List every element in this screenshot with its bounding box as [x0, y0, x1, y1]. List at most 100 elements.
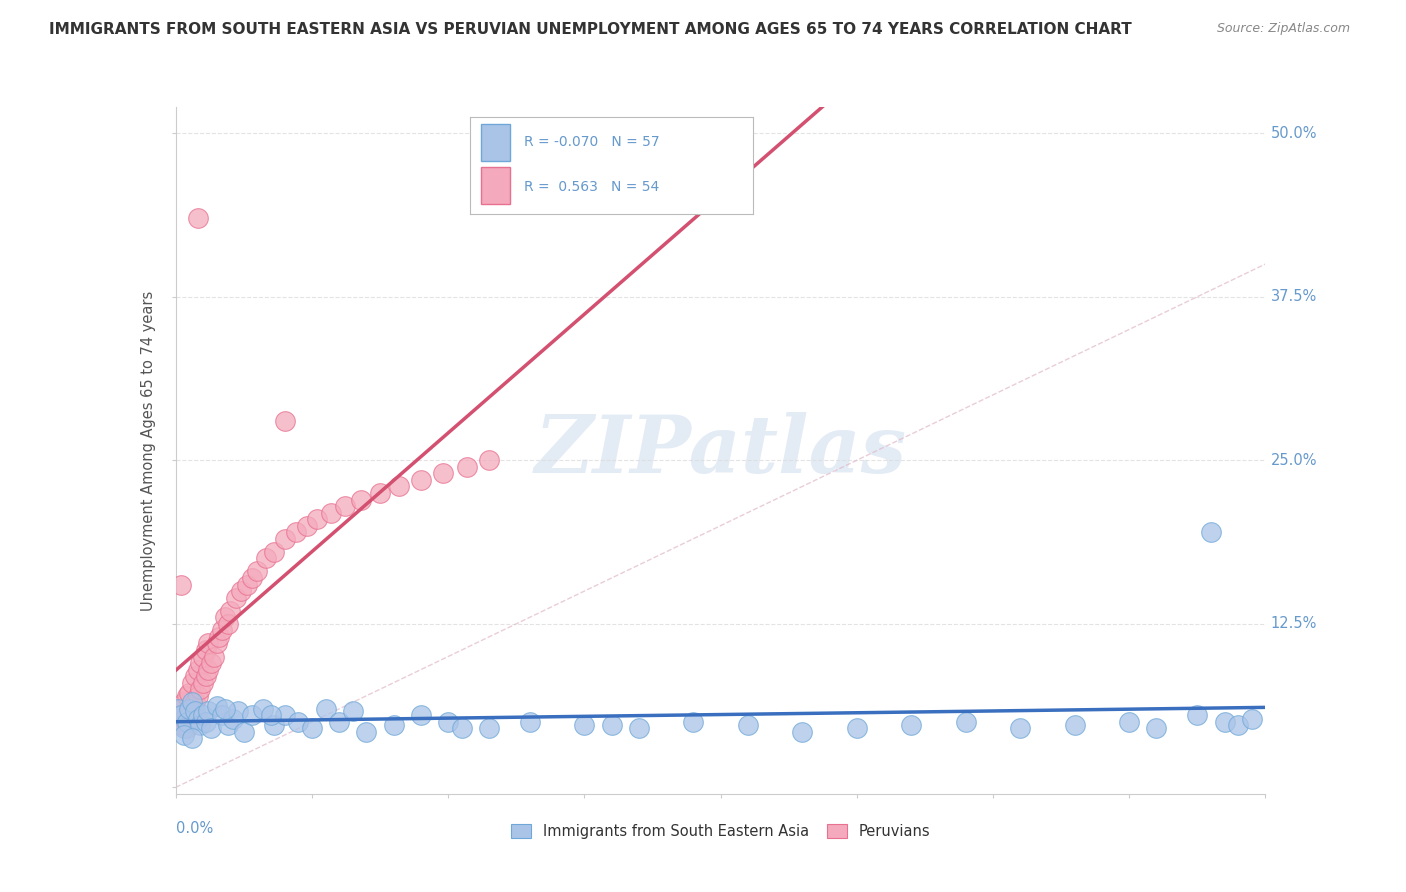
Point [315, 702, 337, 716]
Point [368, 486, 391, 500]
Point [1118, 714, 1140, 729]
Point [737, 717, 759, 731]
Point [214, 610, 236, 624]
Point [295, 518, 318, 533]
Point [194, 714, 217, 729]
Point [197, 663, 219, 677]
Text: 25.0%: 25.0% [1271, 453, 1317, 467]
Point [176, 722, 198, 736]
Point [845, 722, 868, 736]
Point [307, 512, 329, 526]
Point [900, 717, 922, 731]
Point [409, 708, 432, 723]
Point [179, 702, 201, 716]
Point [235, 577, 257, 591]
Point [254, 551, 277, 566]
Point [437, 714, 460, 729]
Point [456, 459, 478, 474]
Point [600, 717, 623, 731]
Point [382, 717, 405, 731]
Point [181, 695, 204, 709]
Point [222, 712, 245, 726]
Point [179, 686, 201, 700]
Point [176, 714, 198, 729]
Point [186, 712, 209, 726]
Point [170, 577, 193, 591]
Text: 0.0%: 0.0% [176, 822, 212, 837]
Point [186, 211, 209, 226]
Point [188, 682, 211, 697]
Point [170, 708, 193, 723]
Point [284, 525, 307, 540]
Point [170, 702, 193, 716]
Point [231, 584, 253, 599]
Point [211, 708, 233, 723]
Point [1187, 708, 1209, 723]
Text: 50.0%: 50.0% [1271, 126, 1317, 141]
Point [194, 669, 217, 683]
Text: IMMIGRANTS FROM SOUTH EASTERN ASIA VS PERUVIAN UNEMPLOYMENT AMONG AGES 65 TO 74 : IMMIGRANTS FROM SOUTH EASTERN ASIA VS PE… [49, 22, 1132, 37]
Point [627, 722, 650, 736]
Point [167, 702, 190, 716]
Point [173, 722, 195, 736]
Point [246, 565, 269, 579]
Point [1227, 717, 1250, 731]
Point [1240, 712, 1263, 726]
Point [225, 591, 247, 605]
Point [228, 705, 250, 719]
Point [173, 712, 195, 726]
Point [214, 702, 236, 716]
Point [574, 717, 596, 731]
Point [205, 636, 228, 650]
Point [173, 728, 195, 742]
Text: 12.5%: 12.5% [1271, 616, 1317, 632]
Point [319, 506, 342, 520]
Point [200, 722, 222, 736]
Point [191, 649, 214, 664]
Point [1144, 722, 1167, 736]
Point [217, 616, 239, 631]
Point [240, 571, 263, 585]
Point [274, 414, 297, 428]
Y-axis label: Unemployment Among Ages 65 to 74 years: Unemployment Among Ages 65 to 74 years [141, 290, 156, 611]
Point [197, 705, 219, 719]
Point [179, 702, 201, 716]
Point [1199, 525, 1222, 540]
Point [208, 630, 231, 644]
Point [191, 708, 214, 723]
Point [388, 479, 411, 493]
Point [1010, 722, 1032, 736]
Point [519, 714, 541, 729]
Point [328, 714, 350, 729]
Point [197, 636, 219, 650]
Point [194, 643, 217, 657]
Point [217, 717, 239, 731]
Point [955, 714, 977, 729]
Point [191, 675, 214, 690]
Point [181, 731, 204, 745]
Point [301, 722, 323, 736]
Point [350, 492, 373, 507]
Point [682, 714, 704, 729]
Point [478, 453, 501, 467]
Point [202, 649, 225, 664]
Text: Source: ZipAtlas.com: Source: ZipAtlas.com [1216, 22, 1350, 36]
Point [356, 725, 378, 739]
Point [211, 624, 233, 638]
Point [252, 702, 274, 716]
Point [1213, 714, 1236, 729]
Point [184, 669, 207, 683]
Point [186, 689, 209, 703]
Point [409, 473, 432, 487]
Legend: Immigrants from South Eastern Asia, Peruvians: Immigrants from South Eastern Asia, Peru… [505, 818, 936, 845]
Point [263, 717, 285, 731]
Point [478, 722, 501, 736]
Point [188, 656, 211, 670]
Point [432, 467, 454, 481]
Point [167, 708, 190, 723]
Text: 37.5%: 37.5% [1271, 289, 1317, 304]
Point [450, 722, 472, 736]
Point [240, 708, 263, 723]
Point [200, 656, 222, 670]
Point [184, 695, 207, 709]
